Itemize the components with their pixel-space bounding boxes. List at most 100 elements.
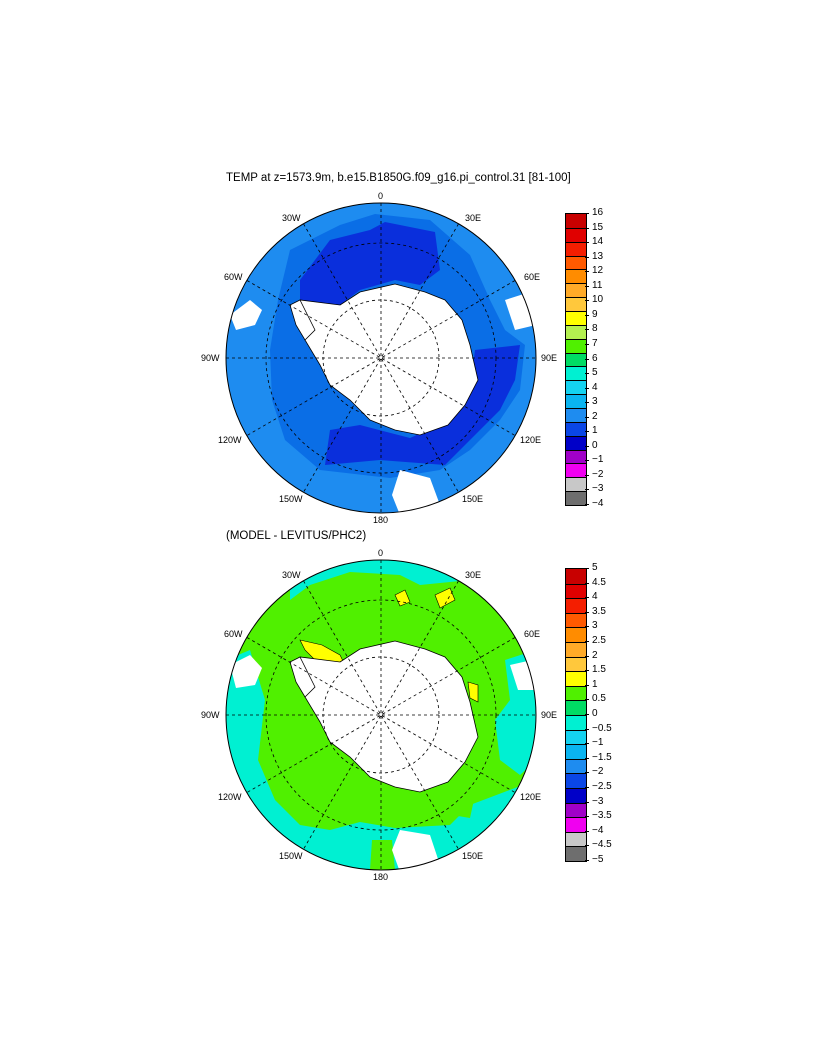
colorbar-cell [566,685,586,701]
colorbar-cell [566,656,586,672]
colorbar-tick-mark [585,699,589,701]
colorbar-tick-mark [585,772,589,774]
lon-label-120e: 120E [520,435,542,445]
lon-label-90e: 90E [541,353,558,363]
colorbar-tick-mark [585,227,589,229]
colorbar-tick-label: 5 [592,367,598,379]
lon-label-180: 180 [373,872,389,882]
colorbar-cell [566,421,586,436]
colorbar-cell [566,715,586,730]
colorbar-cell [566,269,586,284]
colorbar-tick-label: 4 [592,381,598,393]
colorbar-tick-mark [585,714,589,715]
diff-antarctica [294,640,479,793]
colorbar-tick-mark [585,670,589,672]
lon-label-30w: 30W [282,213,301,223]
colorbar-cell [566,671,586,686]
temp-ocean-deep-1 [300,222,440,310]
colorbar-tick-mark [585,358,589,360]
colorbar-cell [566,831,586,847]
colorbar-tick-label: 3.5 [592,605,606,617]
lon-label-90w: 90W [201,353,220,363]
colorbar-tick-mark [585,431,589,433]
lon-label-90w: 90W [201,710,220,720]
colorbar-cell [566,773,586,788]
lon-label-150w: 150W [279,494,303,504]
colorbar-cell [566,612,586,628]
colorbar-tick-mark [585,329,589,331]
colorbar-cell [566,227,586,242]
colorbar-tick-mark [585,845,589,847]
colorbar-cell [566,435,586,450]
colorbar-tick-mark [585,285,589,287]
colorbar-cell [566,802,586,818]
colorbar-cell [566,846,586,861]
colorbar-tick-label: 2 [592,410,598,422]
colorbar-tick-mark [585,597,589,599]
colorbar-tick-mark [585,271,589,273]
colorbar-tick-mark [585,402,589,404]
colorbar-tick-label: 0 [592,439,598,451]
colorbar-tick-mark [585,655,589,657]
colorbar-tick-mark [585,816,589,818]
lon-label-30e: 30E [465,213,482,223]
lon-label-150w: 150W [279,851,303,861]
colorbar-tick-label: −3 [592,795,604,807]
colorbar-tick-mark [585,343,589,345]
temp-land-patch-2 [230,300,262,330]
colorbar-cell [566,491,586,505]
colorbar-tick-label: 4.5 [592,576,606,588]
colorbar-tick-label: 2.5 [592,635,606,646]
diff-yellow-patch-2 [394,589,411,607]
colorbar-box [565,568,587,862]
colorbar-tick-mark [585,641,589,642]
colorbar-tick-mark [585,568,589,569]
colorbar-tick-label: −3.5 [592,810,612,822]
colorbar-tick-label: −1 [592,737,604,749]
colorbar-tick-label: 10 [592,294,604,306]
diff-land-patch-1 [392,830,440,870]
colorbar-tick-mark [585,830,589,832]
colorbar-cell [566,380,586,395]
colorbar-cell [566,463,586,478]
map-title-diff: (MODEL - LEVITUS/PHC2) [226,530,367,542]
colorbar-cell [566,477,586,492]
colorbar-tick-label: 5 [592,562,598,573]
colorbar-tick-label: −2.5 [592,781,612,792]
lon-label-180: 180 [373,515,389,525]
lon-label-150e: 150E [462,494,484,504]
colorbar-tick-label: 13 [592,250,604,262]
map-title-temp: TEMP at z=1573.9m, b.e15.B1850G.f09_g16.… [226,172,571,184]
diff-yellow-patch-3 [434,587,456,609]
colorbar-cell [566,255,586,270]
diff-land-patch-2 [230,655,262,688]
temp-land-patch-1 [392,470,440,513]
colorbar-tick-mark [585,728,589,730]
colorbar-tick-label: −1 [592,454,604,466]
lon-label-30e: 30E [465,570,482,580]
colorbar-tick-label: 1.5 [592,664,606,676]
colorbar-tick-mark [585,801,589,803]
colorbar-tick-label: 0 [592,708,598,719]
colorbar-tick-label: 1 [592,425,598,437]
colorbar-tick-label: 12 [592,265,604,277]
temp-ocean-deep-2 [325,345,520,465]
colorbar-tick-label: 15 [592,221,604,233]
diff-ocean-green-patch-1 [298,780,330,815]
colorbar-cell [566,449,586,464]
colorbar-cell [566,241,586,256]
colorbar-tick-label: 16 [592,207,604,218]
colorbar-tick-mark [585,256,589,258]
colorbar-cell [566,283,586,298]
colorbar-tick-mark [585,314,589,316]
colorbar-cell [566,569,586,584]
lon-label-120e: 120E [520,792,542,802]
colorbar-cell [566,394,586,408]
colorbar-tick-label: 11 [592,279,603,291]
colorbar-tick-mark [585,489,589,491]
colorbar-tick-mark [585,743,589,745]
lon-label-120w: 120W [218,792,242,802]
colorbar-tick-mark [585,626,589,628]
colorbar-box [565,213,587,506]
